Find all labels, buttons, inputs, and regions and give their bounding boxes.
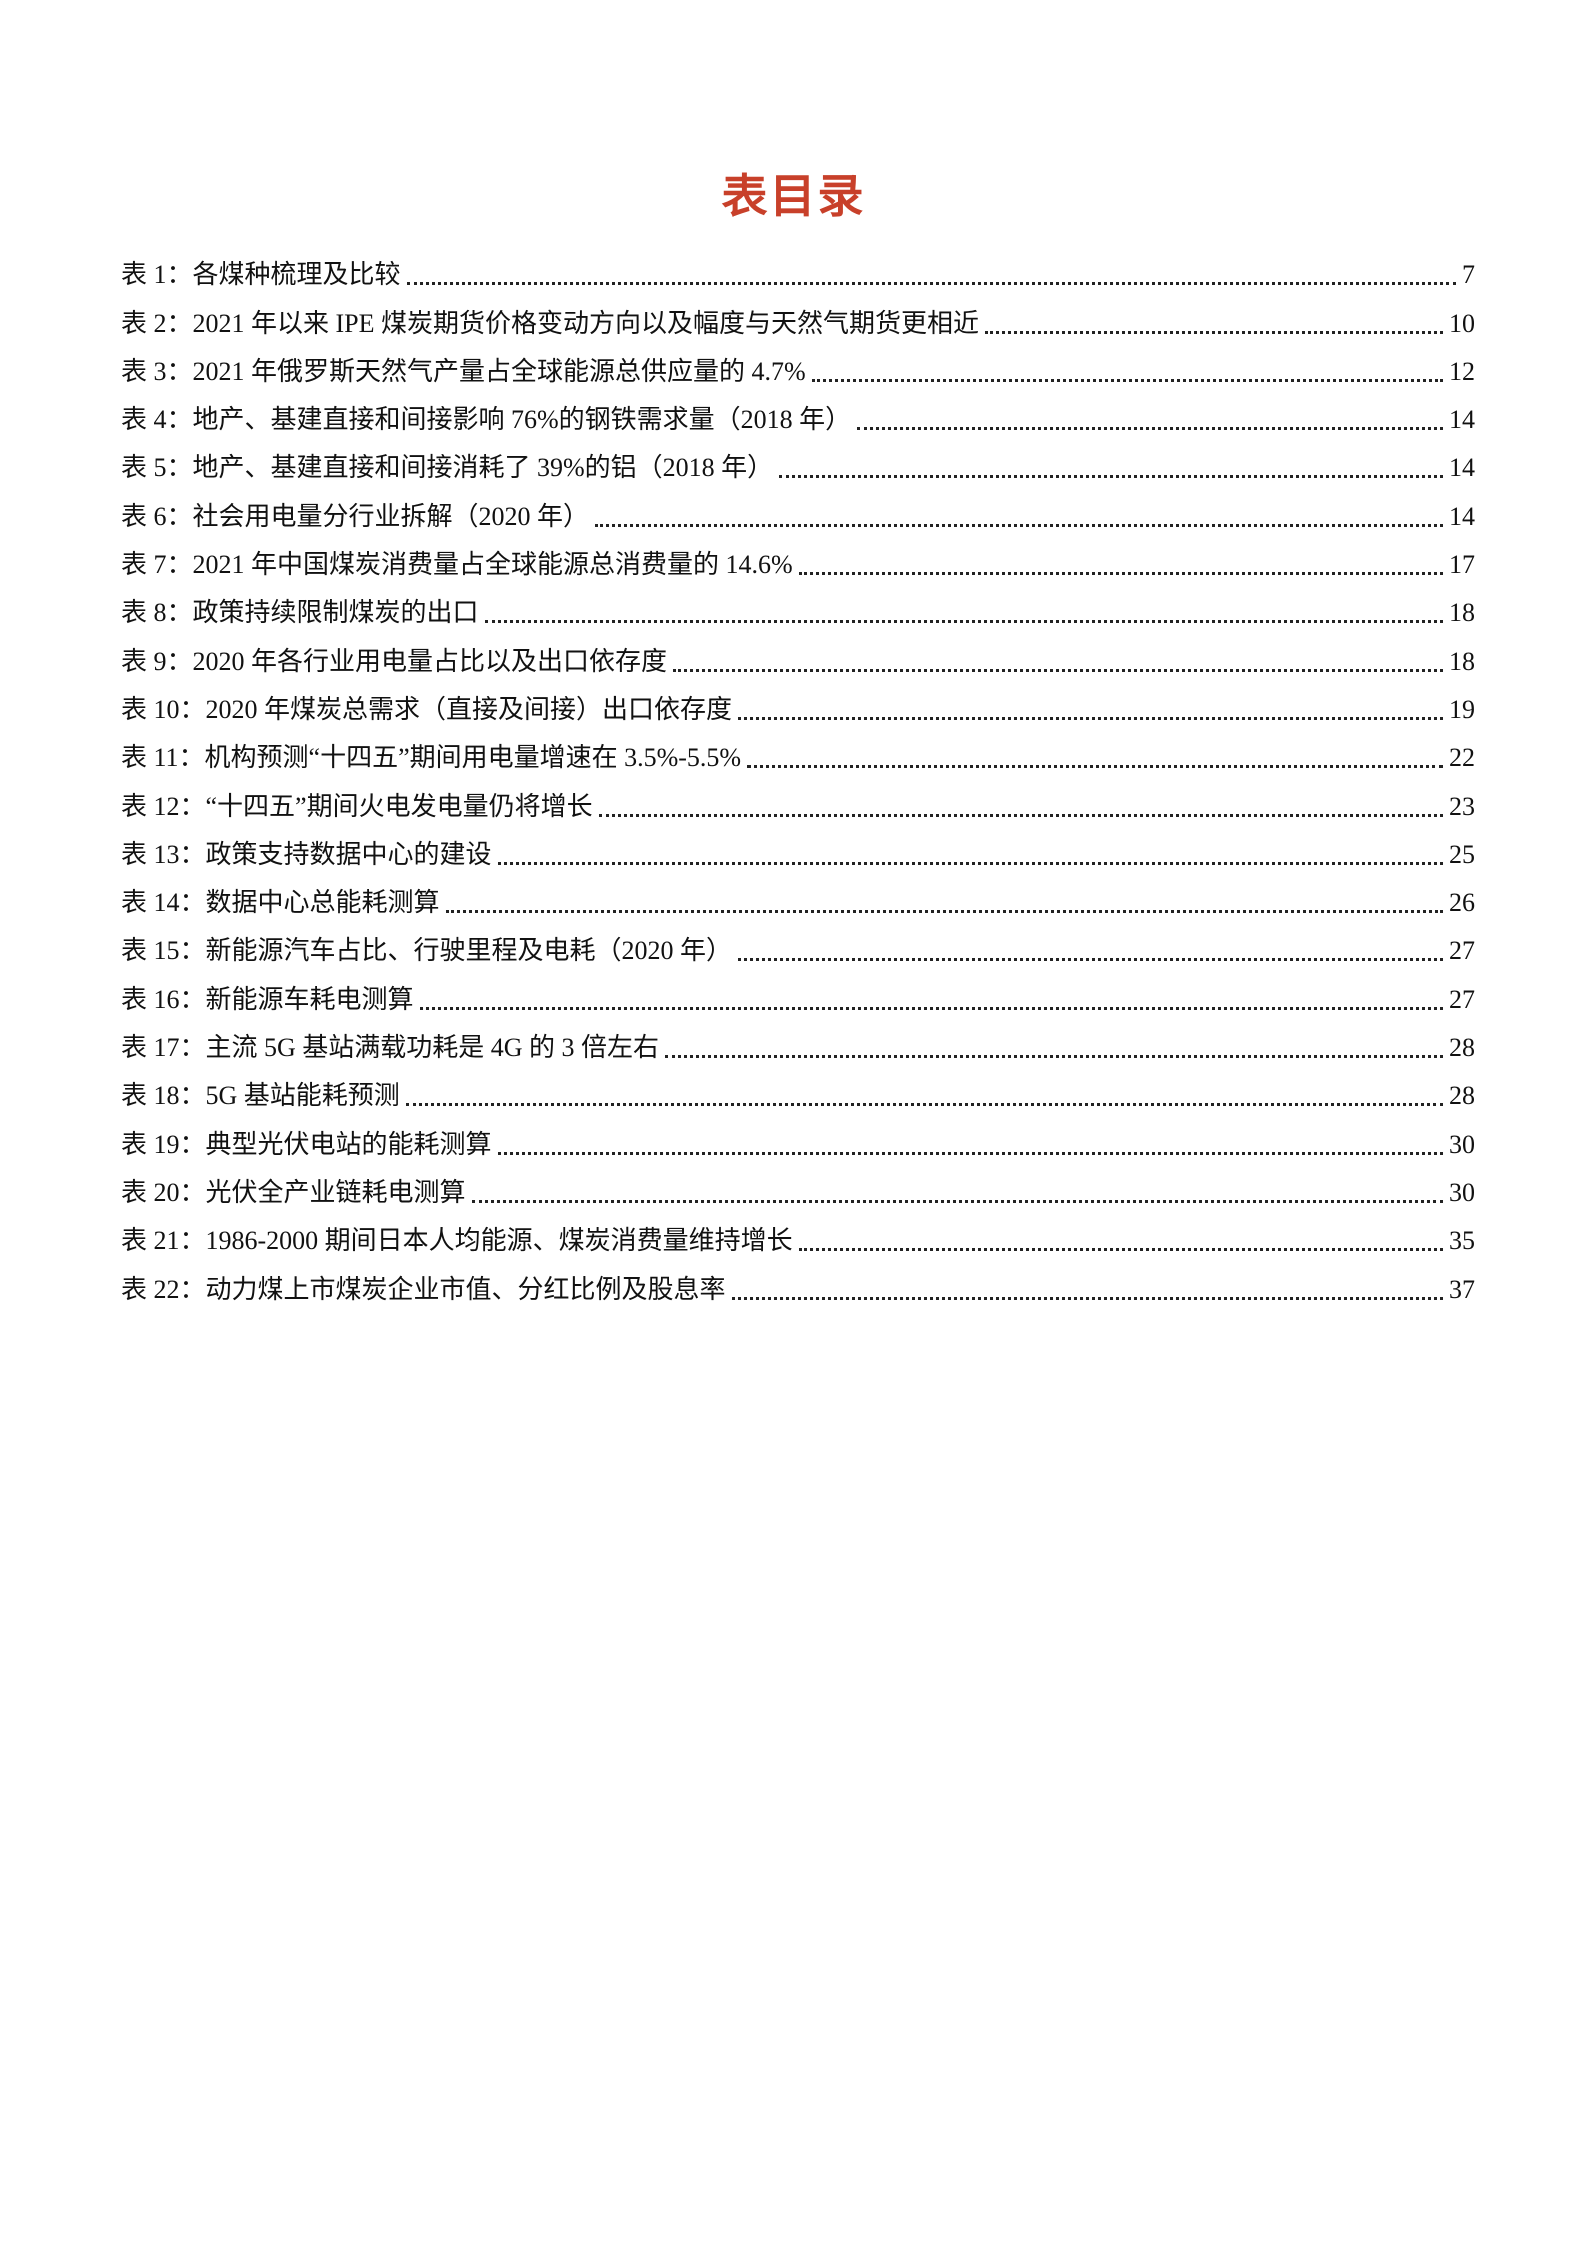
toc-entry[interactable]: 表 3：2021 年俄罗斯天然气产量占全球能源总供应量的 4.7% 12: [121, 343, 1475, 391]
dot-leader: [471, 1199, 1443, 1203]
toc-entry-label[interactable]: 表 17：主流 5G 基站满载功耗是 4G 的 3 倍左右: [121, 1033, 660, 1063]
toc-entry[interactable]: 表 18：5G 基站能耗预测 28: [121, 1067, 1475, 1115]
dot-leader: [497, 861, 1443, 865]
toc-entry-page[interactable]: 23: [1449, 791, 1475, 821]
toc-entry[interactable]: 表 14：数据中心总能耗测算 26: [121, 874, 1475, 922]
toc-entry[interactable]: 表 17：主流 5G 基站满载功耗是 4G 的 3 倍左右 28: [121, 1019, 1475, 1067]
toc-entry[interactable]: 表 15：新能源汽车占比、行驶里程及电耗（2020 年） 27: [121, 922, 1475, 970]
dot-leader: [665, 1055, 1443, 1059]
toc-entry-page[interactable]: 26: [1449, 888, 1475, 918]
toc-entry[interactable]: 表 11：机构预测“十四五”期间用电量增速在 3.5%-5.5% 22: [121, 729, 1475, 777]
page-title: 表目录: [721, 170, 866, 222]
dot-leader: [857, 427, 1443, 431]
toc-entry[interactable]: 表 8：政策持续限制煤炭的出口 18: [121, 584, 1475, 632]
toc-entry[interactable]: 表 13：政策支持数据中心的建设 25: [121, 826, 1475, 874]
toc-entry-label[interactable]: 表 16：新能源车耗电测算: [121, 984, 414, 1014]
toc-entry[interactable]: 表 9：2020 年各行业用电量占比以及出口依存度 18: [121, 632, 1475, 680]
toc-entry[interactable]: 表 16：新能源车耗电测算 27: [121, 970, 1475, 1018]
toc-entry-page[interactable]: 19: [1449, 694, 1475, 724]
toc-entry-page[interactable]: 35: [1449, 1226, 1475, 1256]
dot-leader: [595, 523, 1443, 527]
toc-entry-page[interactable]: 30: [1449, 1177, 1475, 1207]
toc-entry-label[interactable]: 表 6：社会用电量分行业拆解（2020 年）: [121, 501, 590, 531]
dot-leader: [747, 765, 1443, 769]
dot-leader: [673, 668, 1443, 672]
dot-leader: [985, 330, 1443, 334]
toc-entry-label[interactable]: 表 1：各煤种梳理及比较: [121, 260, 401, 290]
toc-entry-label[interactable]: 表 15：新能源汽车占比、行驶里程及电耗（2020 年）: [121, 936, 733, 966]
toc-entry[interactable]: 表 19：典型光伏电站的能耗测算 30: [121, 1115, 1475, 1163]
toc-entry-page[interactable]: 27: [1449, 984, 1475, 1014]
toc-entry-page[interactable]: 25: [1449, 839, 1475, 869]
dot-leader: [419, 1006, 1443, 1010]
toc-entry-page[interactable]: 37: [1449, 1274, 1475, 1304]
toc-entry-label[interactable]: 表 11：机构预测“十四五”期间用电量增速在 3.5%-5.5%: [121, 743, 742, 773]
dot-leader: [445, 910, 1443, 914]
dot-leader: [779, 475, 1443, 479]
toc-entry-page[interactable]: 30: [1449, 1129, 1475, 1159]
dot-leader: [406, 282, 1456, 286]
toc-entry-page[interactable]: 12: [1449, 356, 1475, 386]
dot-leader: [484, 620, 1443, 624]
toc-entry[interactable]: 表 1：各煤种梳理及比较 7: [121, 246, 1475, 294]
toc-entry-label[interactable]: 表 3：2021 年俄罗斯天然气产量占全球能源总供应量的 4.7%: [121, 356, 806, 386]
toc-entry-label[interactable]: 表 22：动力煤上市煤炭企业市值、分红比例及股息率: [121, 1274, 726, 1304]
toc-entry-page[interactable]: 18: [1449, 646, 1475, 676]
toc-entry[interactable]: 表 7：2021 年中国煤炭消费量占全球能源总消费量的 14.6% 17: [121, 536, 1475, 584]
toc-entry-page[interactable]: 28: [1449, 1033, 1475, 1063]
toc-entry-label[interactable]: 表 14：数据中心总能耗测算: [121, 888, 440, 918]
toc-entry-label[interactable]: 表 4：地产、基建直接和间接影响 76%的钢铁需求量（2018 年）: [121, 405, 852, 435]
dot-leader: [738, 716, 1443, 720]
toc-entry[interactable]: 表 2：2021 年以来 IPE 煤炭期货价格变动方向以及幅度与天然气期货更相近…: [121, 294, 1475, 342]
dot-leader: [738, 958, 1443, 962]
toc-entry-label[interactable]: 表 9：2020 年各行业用电量占比以及出口依存度: [121, 646, 668, 676]
toc-entry-page[interactable]: 14: [1449, 453, 1475, 483]
dot-leader: [731, 1296, 1443, 1300]
toc-entry[interactable]: 表 22：动力煤上市煤炭企业市值、分红比例及股息率 37: [121, 1260, 1475, 1308]
toc-entry-page[interactable]: 28: [1449, 1081, 1475, 1111]
dot-leader: [405, 1103, 1443, 1107]
dot-leader: [497, 1151, 1443, 1155]
toc-entry-label[interactable]: 表 2：2021 年以来 IPE 煤炭期货价格变动方向以及幅度与天然气期货更相近: [121, 308, 980, 338]
toc-entry-label[interactable]: 表 13：政策支持数据中心的建设: [121, 839, 492, 869]
toc-entry-page[interactable]: 14: [1449, 501, 1475, 531]
toc-entry[interactable]: 表 5：地产、基建直接和间接消耗了 39%的铝（2018 年） 14: [121, 439, 1475, 487]
toc-entry-label[interactable]: 表 8：政策持续限制煤炭的出口: [121, 598, 479, 628]
toc-entry-label[interactable]: 表 5：地产、基建直接和间接消耗了 39%的铝（2018 年）: [121, 453, 774, 483]
toc-entry-label[interactable]: 表 21：1986-2000 期间日本人均能源、煤炭消费量维持增长: [121, 1226, 793, 1256]
toc-entry-page[interactable]: 22: [1449, 743, 1475, 773]
table-of-contents: 表 1：各煤种梳理及比较 7 表 2：2021 年以来 IPE 煤炭期货价格变动方向…: [121, 246, 1475, 1309]
toc-entry-page[interactable]: 27: [1449, 936, 1475, 966]
toc-entry-label[interactable]: 表 18：5G 基站能耗预测: [121, 1081, 400, 1111]
dot-leader: [798, 572, 1443, 576]
toc-entry-label[interactable]: 表 10：2020 年煤炭总需求（直接及间接）出口依存度: [121, 694, 733, 724]
toc-entry-page[interactable]: 10: [1449, 308, 1475, 338]
toc-entry-page[interactable]: 14: [1449, 405, 1475, 435]
toc-entry-page[interactable]: 18: [1449, 598, 1475, 628]
dot-leader: [798, 1248, 1443, 1252]
toc-entry-label[interactable]: 表 20：光伏全产业链耗电测算: [121, 1177, 466, 1207]
toc-entry[interactable]: 表 12：“十四五”期间火电发电量仍将增长 23: [121, 777, 1475, 825]
toc-entry[interactable]: 表 4：地产、基建直接和间接影响 76%的钢铁需求量（2018 年） 14: [121, 391, 1475, 439]
toc-entry-page[interactable]: 7: [1462, 260, 1475, 290]
dot-leader: [598, 813, 1443, 817]
toc-entry-label[interactable]: 表 19：典型光伏电站的能耗测算: [121, 1129, 492, 1159]
toc-entry[interactable]: 表 21：1986-2000 期间日本人均能源、煤炭消费量维持增长 35: [121, 1212, 1475, 1260]
toc-entry[interactable]: 表 10：2020 年煤炭总需求（直接及间接）出口依存度 19: [121, 681, 1475, 729]
dot-leader: [811, 378, 1443, 382]
toc-entry[interactable]: 表 20：光伏全产业链耗电测算 30: [121, 1164, 1475, 1212]
toc-entry-label[interactable]: 表 12：“十四五”期间火电发电量仍将增长: [121, 791, 593, 821]
toc-entry[interactable]: 表 6：社会用电量分行业拆解（2020 年） 14: [121, 487, 1475, 535]
toc-entry-page[interactable]: 17: [1449, 550, 1475, 580]
toc-entry-label[interactable]: 表 7：2021 年中国煤炭消费量占全球能源总消费量的 14.6%: [121, 550, 793, 580]
